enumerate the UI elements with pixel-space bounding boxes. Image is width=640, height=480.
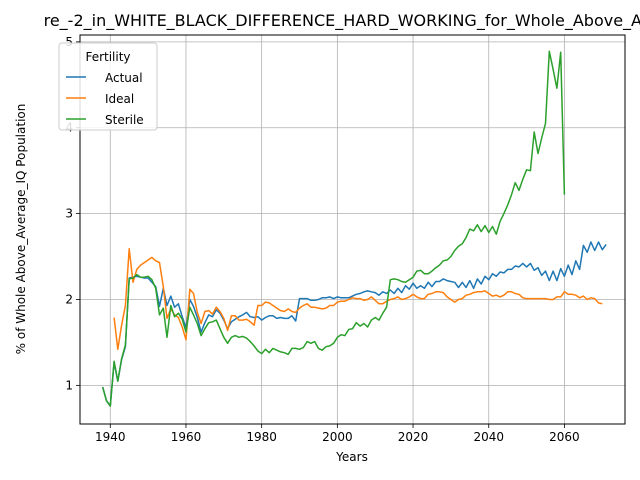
y-axis-label: % of Whole Above_Average_IQ Population [14,104,28,355]
y-tick-label: 1 [65,378,73,392]
x-tick-label: 2060 [549,430,580,444]
series-line-ideal [113,248,603,351]
legend-label-sterile: Sterile [105,113,144,127]
legend-label-ideal: Ideal [105,92,134,106]
x-tick-label: 2040 [473,430,504,444]
legend-box [58,42,158,131]
legend-label-actual: Actual [105,71,143,85]
y-tick-label: 2 [65,292,73,306]
series-lines [101,50,607,407]
x-tick-label: 2000 [322,430,353,444]
grid-lines [80,35,625,424]
plot-frame [79,34,626,425]
axis-ticks: 194019601980200020202040206012345 [65,35,579,444]
legend-entries: Actual Ideal Sterile [66,71,144,127]
x-tick-label: 1960 [171,430,202,444]
x-tick-label: 2020 [398,430,429,444]
x-tick-label: 1940 [95,430,126,444]
x-axis-label: Years [335,450,368,464]
series-line-sterile [101,50,566,407]
legend: Fertility Actual Ideal Sterile [58,42,158,131]
y-tick-label: 5 [65,35,73,49]
y-tick-label: 3 [65,207,73,221]
x-tick-label: 1980 [246,430,277,444]
chart-title: re_-2_in_WHITE_BLACK_DIFFERENCE_HARD_WOR… [44,11,640,31]
legend-title: Fertility [85,50,130,64]
series-line-actual [101,241,607,407]
